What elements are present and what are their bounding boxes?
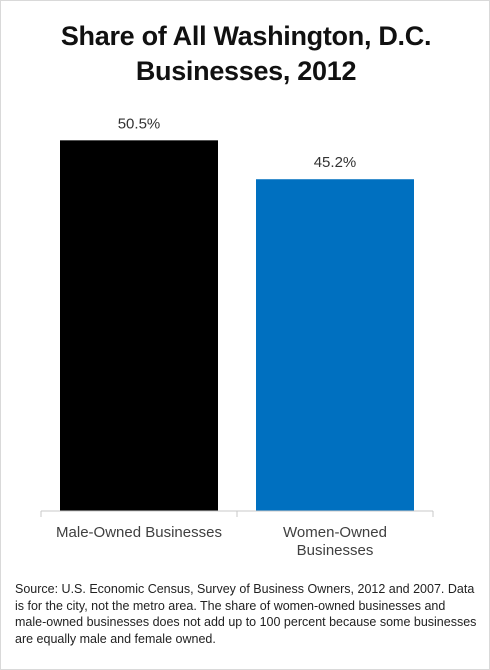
bar-male-owned (60, 140, 218, 511)
chart-title-line-1: Share of All Washington, D.C. (60, 21, 432, 51)
bar-women-owned (256, 179, 414, 511)
chart-title: Share of All Washington, D.C. Businesses… (1, 19, 490, 89)
source-note: Source: U.S. Economic Census, Survey of … (15, 582, 477, 646)
chart-title-line-2: Businesses, 2012 (135, 56, 357, 86)
data-label-male-owned: 50.5% (118, 115, 161, 132)
category-label-male-owned: Male-Owned Businesses (56, 524, 222, 541)
category-label-women-owned-line-2: Businesses (297, 542, 374, 559)
category-label-women-owned-line-1: Women-Owned (283, 524, 387, 541)
data-label-women-owned: 45.2% (314, 154, 357, 171)
